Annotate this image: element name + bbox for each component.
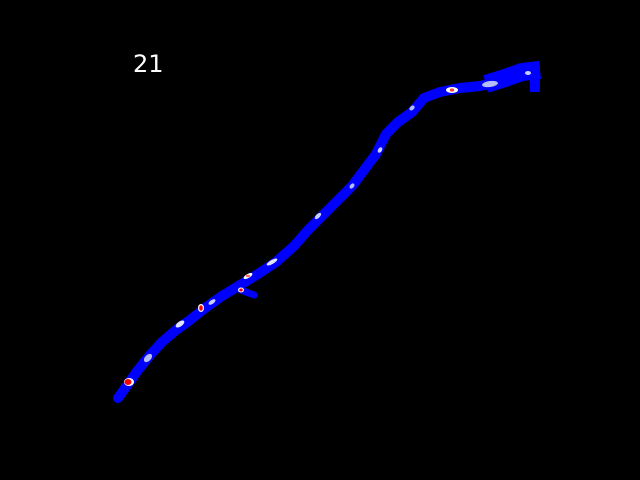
vessel-segment-main (113, 65, 537, 403)
vessel-hotspots (124, 88, 455, 386)
vessel-highlights (143, 71, 531, 363)
frame-number-label: 21 (133, 50, 164, 78)
vessel-end-cap (530, 66, 540, 92)
